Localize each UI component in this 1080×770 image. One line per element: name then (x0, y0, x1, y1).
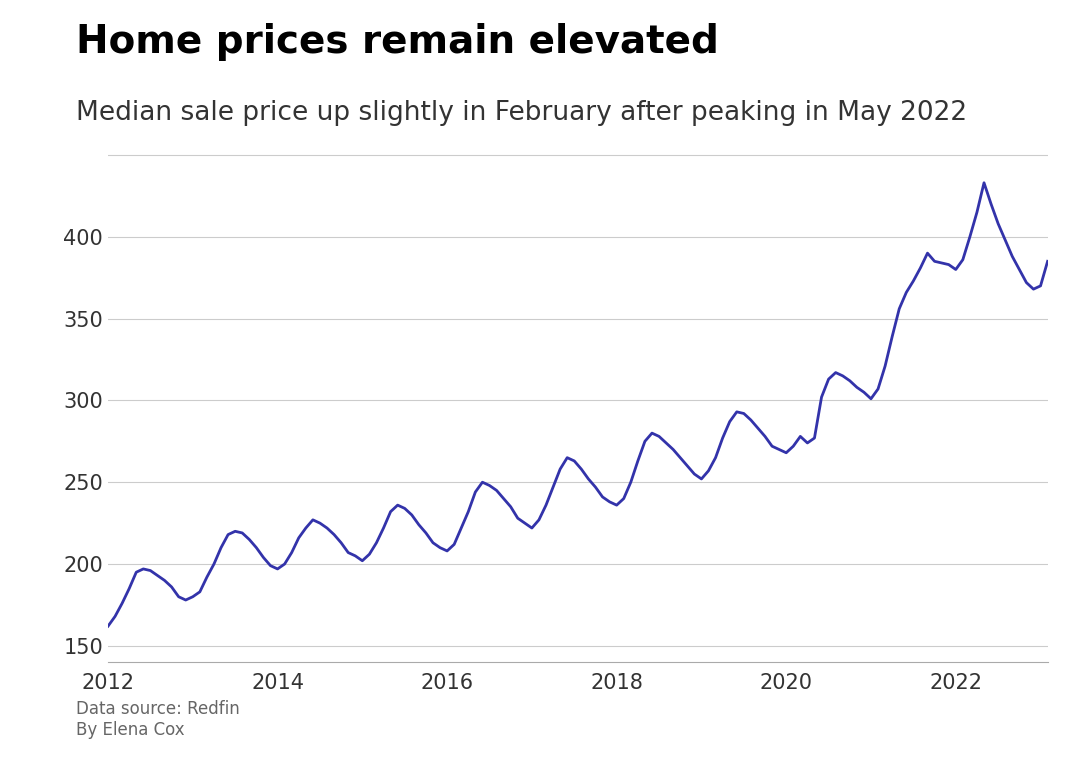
Text: Home prices remain elevated: Home prices remain elevated (76, 23, 718, 61)
Text: Median sale price up slightly in February after peaking in May 2022: Median sale price up slightly in Februar… (76, 100, 967, 126)
Text: Data source: Redfin
By Elena Cox: Data source: Redfin By Elena Cox (76, 701, 240, 739)
